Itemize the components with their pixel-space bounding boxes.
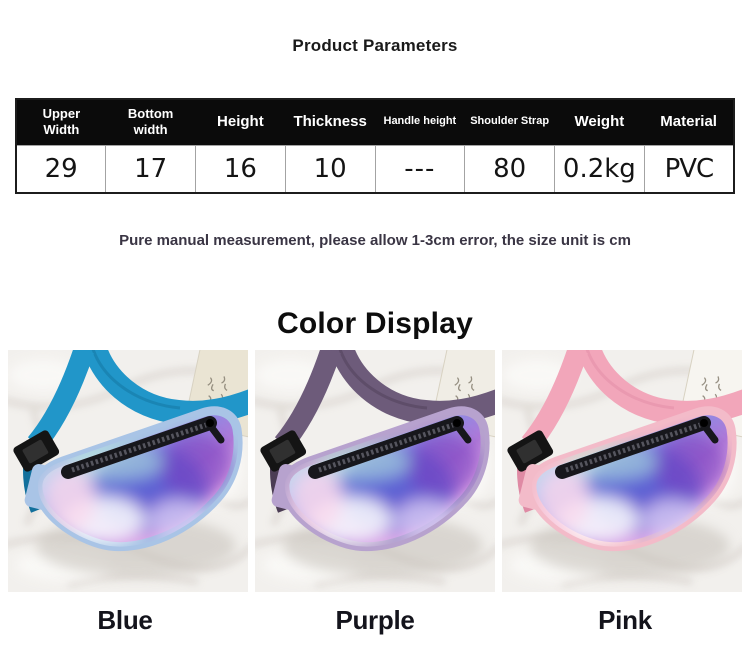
parameters-table: Upper Width Bottom width Height Thicknes… [15,98,735,194]
col-header-thickness: Thickness [285,99,375,145]
col-header-height: Height [195,99,286,145]
color-label-blue: Blue [97,605,153,635]
product-photo-pink [502,350,742,592]
product-photo-blue [8,350,248,592]
value-material: PVC [643,144,735,194]
parameters-table-header: Upper Width Bottom width Height Thicknes… [16,99,734,145]
value-upper-width: 29 [15,144,107,194]
color-label-row: Blue Purple Pink [0,604,750,636]
buckle [13,430,60,472]
color-display-title: Color Display [277,307,473,340]
col-header-handle-height: Handle height [375,99,465,145]
buckle [507,430,554,472]
col-header-upper-width: Upper Width [16,99,106,145]
color-photo-row [0,350,750,592]
buckle [260,430,307,472]
value-handle-height: --- [374,144,466,194]
values-row: 29 17 16 10 --- 80 0.2kg PVC [15,144,735,194]
zipper [308,416,472,479]
value-bottom-width: 17 [105,144,196,194]
measurement-note: Pure manual measurement, please allow 1-… [119,232,631,249]
col-header-bottom-width: Bottom width [105,99,196,145]
parameters-table-body: 29 17 16 10 --- 80 0.2kg PVC [15,144,735,194]
value-thickness: 10 [284,144,376,194]
col-header-material: Material [644,99,734,145]
value-weight: 0.2kg [554,144,645,194]
zipper [555,416,719,479]
col-header-shoulder-strap: Shoulder Strap [464,99,555,145]
color-label-pink: Pink [598,605,652,635]
zipper [61,416,225,479]
color-label-purple: Purple [335,605,415,635]
product-photo-purple [255,350,495,592]
value-height: 16 [195,144,286,194]
value-shoulder-strap: 80 [464,144,555,194]
col-header-weight: Weight [554,99,645,145]
page-title: Product Parameters [292,36,458,55]
